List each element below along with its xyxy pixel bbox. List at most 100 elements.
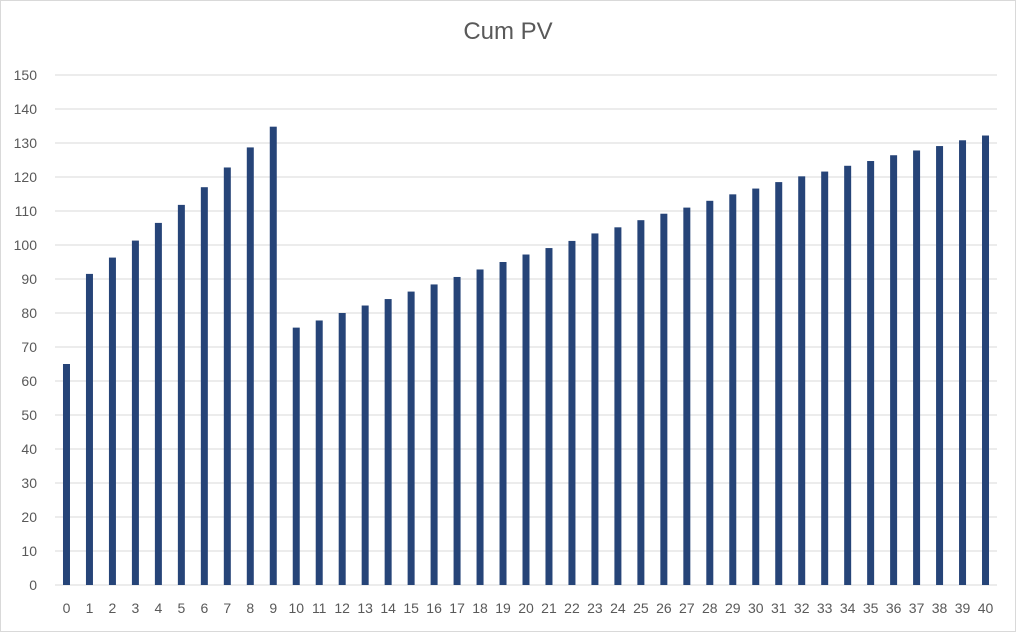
x-tick-label: 31 <box>771 600 787 616</box>
bar-28 <box>706 200 714 586</box>
x-tick-label: 37 <box>909 600 925 616</box>
bar-6 <box>200 187 208 585</box>
bar-25 <box>637 220 645 585</box>
x-tick-label: 29 <box>725 600 741 616</box>
bar-26 <box>660 213 668 585</box>
bar-36 <box>890 155 898 586</box>
y-tick-label: 20 <box>21 509 37 525</box>
x-tick-label: 28 <box>702 600 718 616</box>
bar-31 <box>775 182 783 585</box>
bar-18 <box>476 269 484 585</box>
bar-21 <box>545 248 553 585</box>
bar-37 <box>913 150 921 586</box>
x-tick-label: 21 <box>541 600 557 616</box>
y-tick-label: 120 <box>14 169 38 185</box>
x-tick-label: 19 <box>495 600 511 616</box>
x-tick-label: 36 <box>886 600 902 616</box>
y-tick-label: 30 <box>21 475 37 491</box>
y-tick-label: 150 <box>14 67 38 83</box>
x-tick-label: 26 <box>656 600 672 616</box>
x-tick-label: 9 <box>269 600 277 616</box>
bar-22 <box>568 240 576 586</box>
bar-8 <box>246 147 254 586</box>
x-tick-label: 13 <box>357 600 373 616</box>
bar-4 <box>154 222 162 585</box>
x-tick-label: 17 <box>449 600 465 616</box>
x-tick-label: 35 <box>863 600 879 616</box>
x-tick-label: 3 <box>132 600 140 616</box>
x-tick-label: 32 <box>794 600 810 616</box>
bar-29 <box>729 194 737 585</box>
x-tick-label: 14 <box>380 600 396 616</box>
y-tick-label: 90 <box>21 271 37 287</box>
y-tick-label: 140 <box>14 101 38 117</box>
bar-2 <box>108 257 116 585</box>
x-tick-label: 4 <box>154 600 162 616</box>
bar-27 <box>683 207 691 585</box>
x-tick-label: 7 <box>223 600 231 616</box>
x-tick-label: 25 <box>633 600 649 616</box>
bar-7 <box>223 167 231 586</box>
y-tick-label: 40 <box>21 441 37 457</box>
chart-title: Cum PV <box>463 18 553 45</box>
x-tick-label: 30 <box>748 600 764 616</box>
bar-9 <box>269 126 277 586</box>
bar-32 <box>798 176 806 585</box>
bar-11 <box>315 320 323 585</box>
bar-23 <box>591 233 599 585</box>
x-tick-label: 27 <box>679 600 695 616</box>
y-tick-label: 50 <box>21 407 37 423</box>
y-tick-label: 80 <box>21 305 37 321</box>
y-tick-label: 100 <box>14 237 38 253</box>
x-tick-label: 33 <box>817 600 833 616</box>
x-tick-label: 12 <box>334 600 350 616</box>
x-tick-label: 38 <box>932 600 948 616</box>
x-tick-label: 22 <box>564 600 580 616</box>
bar-17 <box>453 276 461 585</box>
bar-33 <box>821 171 829 585</box>
bar-20 <box>522 254 530 585</box>
bar-3 <box>131 240 139 585</box>
bar-35 <box>867 161 875 585</box>
x-tick-label: 40 <box>978 600 994 616</box>
x-tick-label: 5 <box>177 600 185 616</box>
y-tick-label: 130 <box>14 135 38 151</box>
x-tick-label: 34 <box>840 600 856 616</box>
x-tick-label: 18 <box>472 600 488 616</box>
bar-39 <box>959 140 967 585</box>
x-tick-label: 16 <box>426 600 442 616</box>
bar-0 <box>62 364 70 585</box>
x-tick-label: 24 <box>610 600 626 616</box>
x-tick-label: 23 <box>587 600 603 616</box>
x-tick-label: 2 <box>109 600 117 616</box>
bar-40 <box>982 135 990 585</box>
x-tick-label: 15 <box>403 600 419 616</box>
x-tick-label: 6 <box>200 600 208 616</box>
x-tick-label: 20 <box>518 600 534 616</box>
y-axis-tick-labels: 0 10 20 30 40 50 60 70 80 90 100 110 120 130 140 150 <box>14 67 38 593</box>
bar-34 <box>844 165 852 585</box>
bar-5 <box>177 204 185 585</box>
bar-16 <box>430 284 438 585</box>
x-tick-label: 10 <box>288 600 304 616</box>
bars <box>62 126 990 586</box>
y-tick-label: 10 <box>21 543 37 559</box>
x-axis-tick-labels: 0 1 2 3 4 5 6 7 8 9 10 11 12 13 14 15 16 17 18 19 20 21 22 23 24… <box>63 600 994 616</box>
x-tick-label: 1 <box>86 600 94 616</box>
y-tick-label: 60 <box>21 373 37 389</box>
bar-13 <box>361 305 369 585</box>
x-tick-label: 39 <box>955 600 971 616</box>
x-tick-label: 11 <box>312 600 327 616</box>
y-tick-label: 0 <box>29 577 37 593</box>
bar-19 <box>499 262 507 585</box>
bar-24 <box>614 227 622 585</box>
y-tick-label: 110 <box>15 203 38 219</box>
bar-30 <box>752 188 760 585</box>
x-tick-label: 0 <box>63 600 71 616</box>
bar-1 <box>85 273 93 585</box>
bar-38 <box>936 146 944 585</box>
bar-12 <box>338 313 346 585</box>
x-tick-label: 8 <box>246 600 254 616</box>
bar-15 <box>407 291 415 585</box>
